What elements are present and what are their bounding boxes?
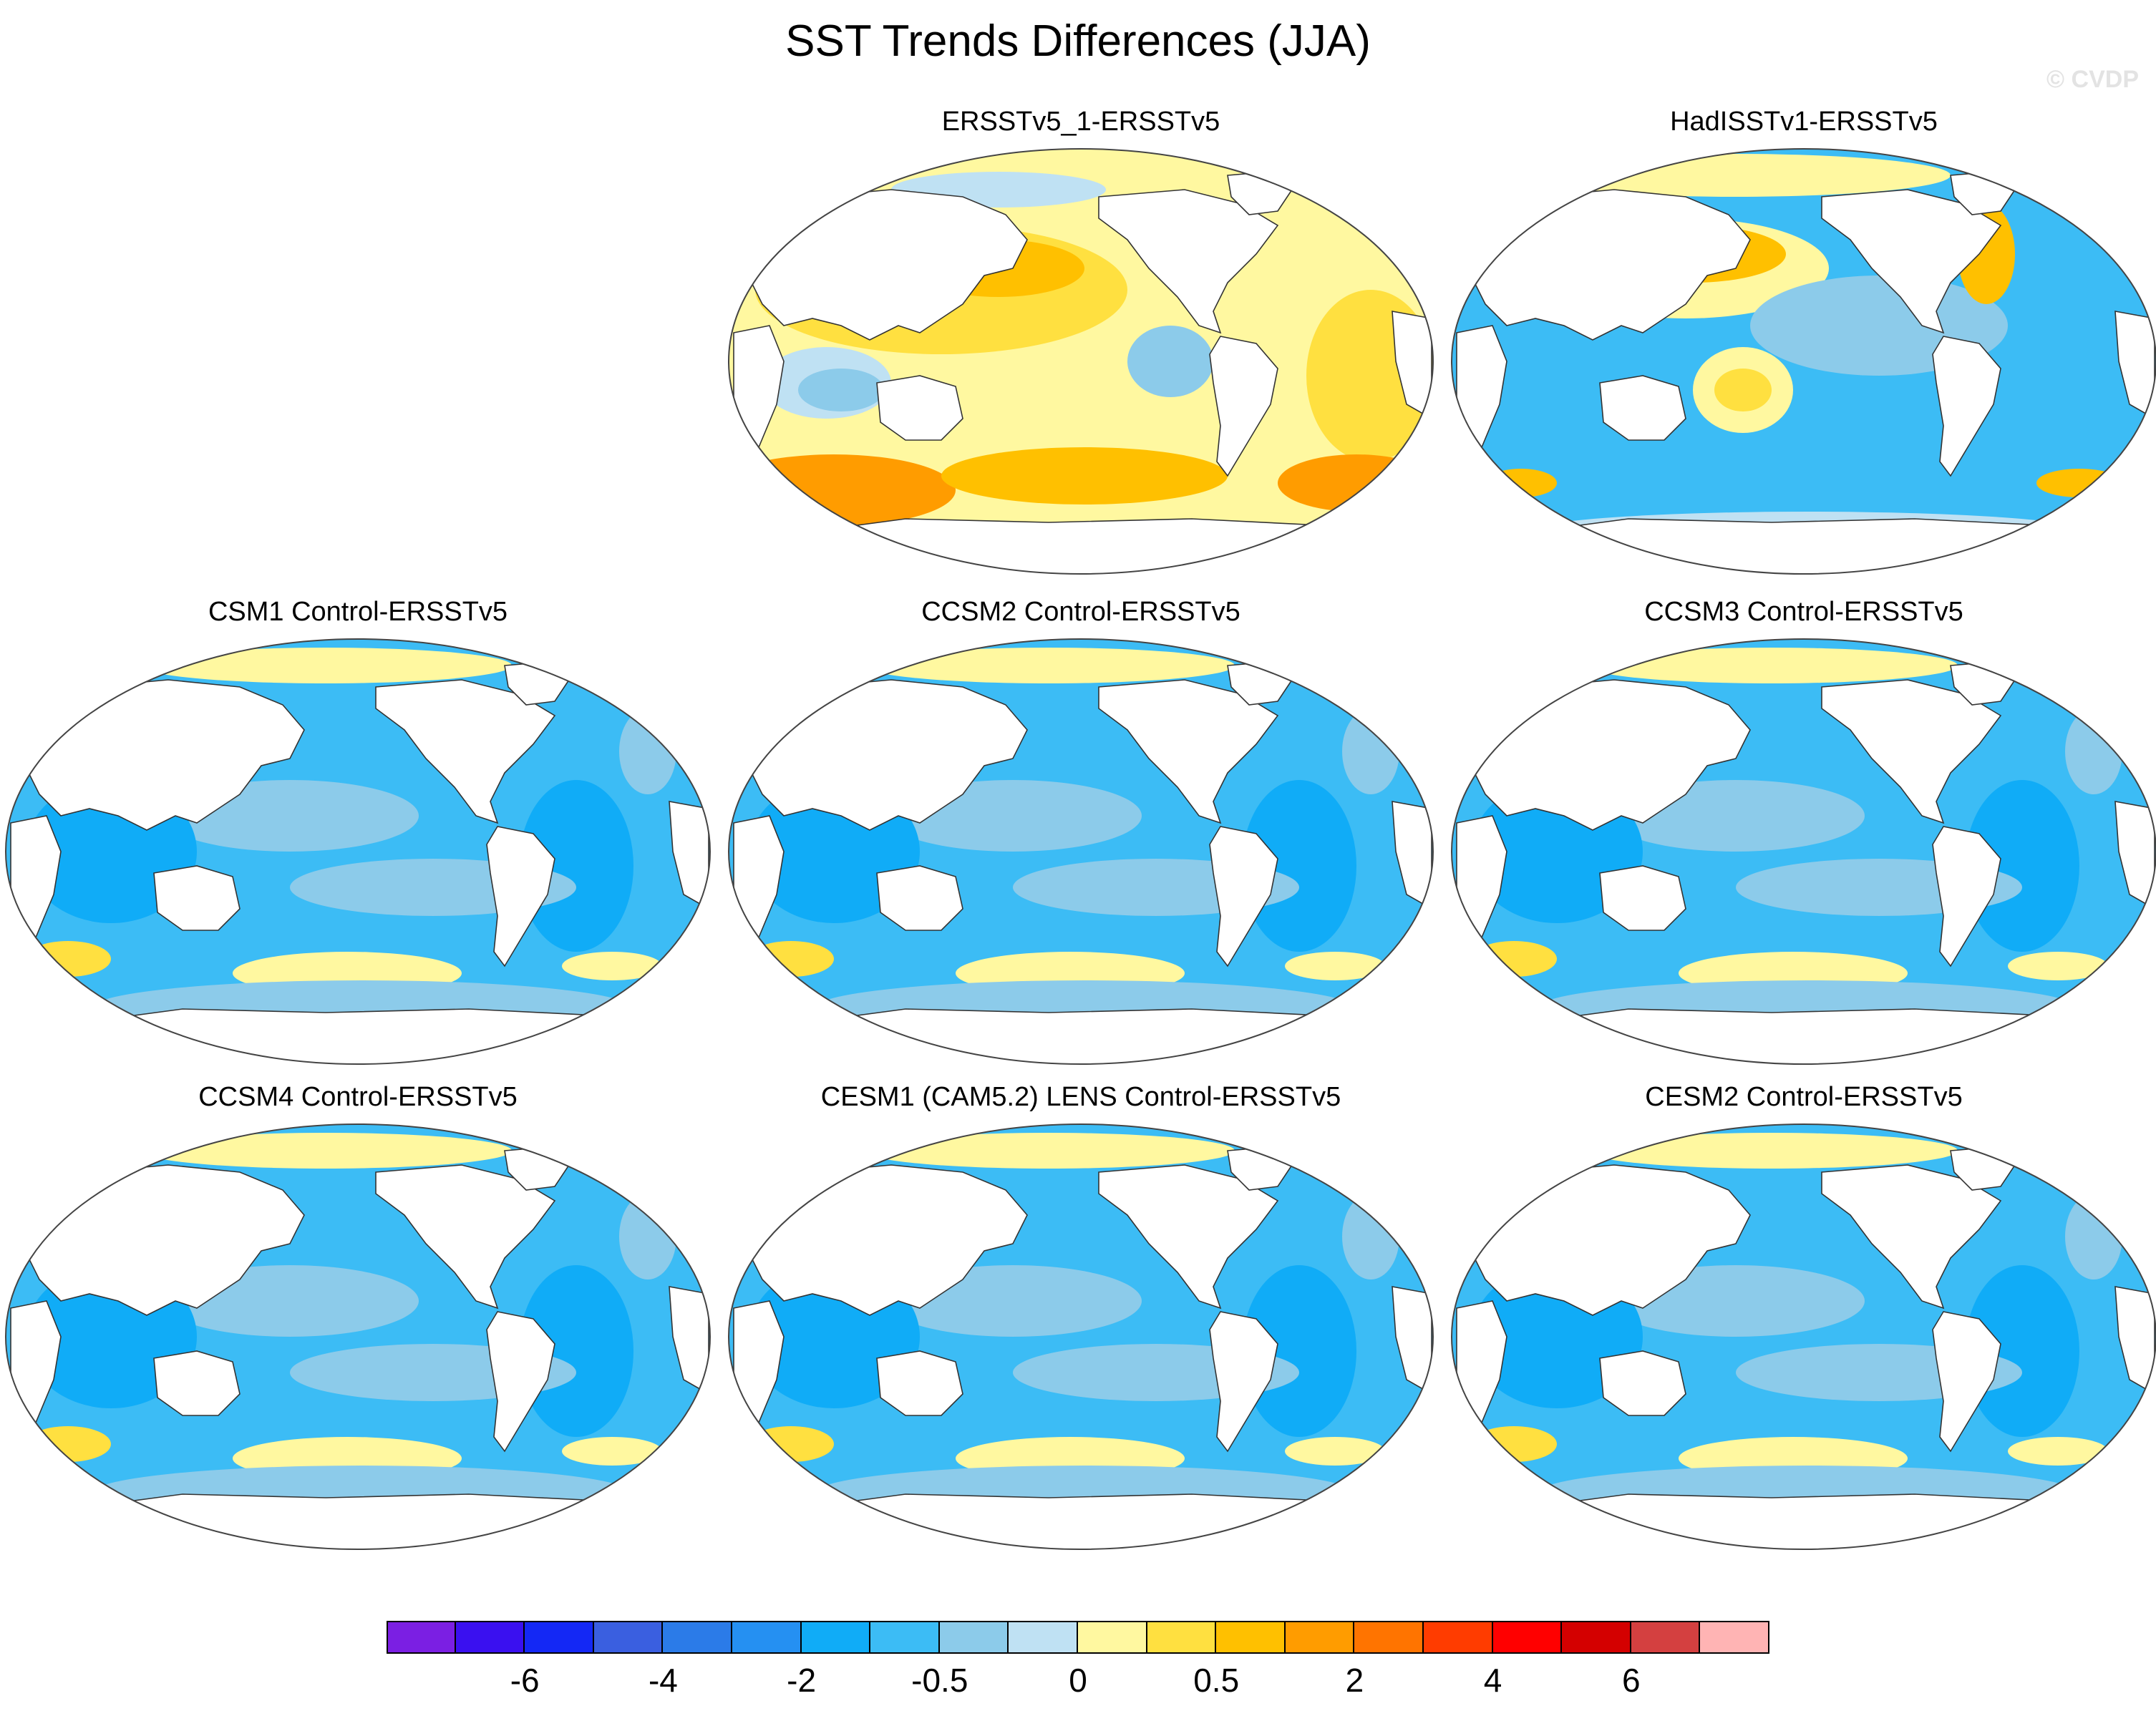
- world-map: [1451, 1123, 2156, 1550]
- land-australia: [876, 1350, 963, 1416]
- land-antarctica: [1520, 1493, 2081, 1549]
- colorbar-swatch: [1285, 1621, 1355, 1654]
- colorbar-tick-label: -0.5: [911, 1662, 968, 1699]
- colorbar-swatch: [1424, 1621, 1493, 1654]
- colorbar-tick-label: 4: [1483, 1662, 1502, 1699]
- land-australia: [1599, 375, 1686, 441]
- colorbar-swatch: [939, 1621, 1009, 1654]
- cvdp-watermark: © CVDP: [2046, 66, 2139, 93]
- panel-title: CESM2 Control-ERSSTv5: [1645, 1082, 1963, 1112]
- colorbar-tick-label: 6: [1622, 1662, 1641, 1699]
- colorbar-swatch: [663, 1621, 732, 1654]
- panel-title: ERSSTv5_1-ERSSTv5: [941, 107, 1220, 137]
- colorbar-swatch: [1492, 1621, 1563, 1654]
- colorbar-tick-label: -2: [787, 1662, 817, 1699]
- land-antarctica: [797, 1008, 1358, 1064]
- colorbar-swatch: [1009, 1621, 1078, 1654]
- colorbar-swatch: [1700, 1621, 1769, 1654]
- panel-title: HadISSTv1-ERSSTv5: [1670, 107, 1938, 137]
- land-eurasia: [1470, 679, 1751, 831]
- panel-title: CCSM2 Control-ERSSTv5: [921, 597, 1240, 627]
- land-antarctica: [74, 1008, 635, 1064]
- map-panel-csm1: CSM1 Control-ERSSTv5: [4, 594, 712, 1081]
- panel-title: CSM1 Control-ERSSTv5: [208, 597, 508, 627]
- land-eurasia: [747, 189, 1028, 341]
- colorbar-tick-label: 2: [1345, 1662, 1364, 1699]
- land-eurasia: [24, 679, 305, 831]
- colorbar-swatch: [870, 1621, 940, 1654]
- colorbar-swatch: [1562, 1621, 1631, 1654]
- world-map: [5, 1123, 711, 1550]
- land-samerica: [1209, 826, 1278, 967]
- land-antarctica: [797, 518, 1358, 574]
- land-eurasia: [747, 1164, 1028, 1316]
- colorbar-swatch: [1078, 1621, 1147, 1654]
- colorbar-tick-label: 0.5: [1193, 1662, 1240, 1699]
- colorbar-swatch: [593, 1621, 664, 1654]
- land-australia: [1599, 1350, 1686, 1416]
- land-australia: [876, 865, 963, 931]
- colorbar-swatch: [525, 1621, 594, 1654]
- colorbar-swatch: [455, 1621, 525, 1654]
- land-australia: [1599, 865, 1686, 931]
- map-panel-hadisst: HadISSTv1-ERSSTv5: [1450, 104, 2156, 590]
- panel-title: CCSM3 Control-ERSSTv5: [1644, 597, 1963, 627]
- land-samerica: [1209, 1311, 1278, 1453]
- world-map: [728, 638, 1434, 1065]
- panel-title: CESM1 (CAM5.2) LENS Control-ERSSTv5: [820, 1082, 1341, 1112]
- map-panel-cesm1: CESM1 (CAM5.2) LENS Control-ERSSTv5: [727, 1079, 1435, 1566]
- land-samerica: [486, 1311, 555, 1453]
- colorbar-swatch: [801, 1621, 871, 1654]
- world-map: [728, 1123, 1434, 1550]
- map-panel-ersstv5_1: ERSSTv5_1-ERSSTv5: [727, 104, 1435, 590]
- colorbar-tick-label: 0: [1069, 1662, 1087, 1699]
- land-australia: [153, 1350, 241, 1416]
- land-antarctica: [74, 1493, 635, 1549]
- colorbar-swatch: [1631, 1621, 1701, 1654]
- land-samerica: [1932, 336, 2001, 477]
- land-eurasia: [1470, 1164, 1751, 1316]
- colorbar-tick-label: -6: [510, 1662, 540, 1699]
- colorbar-swatch: [1147, 1621, 1217, 1654]
- land-antarctica: [797, 1493, 1358, 1549]
- colorbar-swatch: [387, 1621, 456, 1654]
- land-antarctica: [1520, 518, 2081, 574]
- land-samerica: [1932, 1311, 2001, 1453]
- colorbar-swatch: [732, 1621, 802, 1654]
- map-panel-cesm2: CESM2 Control-ERSSTv5: [1450, 1079, 2156, 1566]
- colorbar-swatch: [1216, 1621, 1286, 1654]
- figure-title: SST Trends Differences (JJA): [785, 16, 1371, 66]
- land-australia: [876, 375, 963, 441]
- land-samerica: [1209, 336, 1278, 477]
- land-australia: [153, 865, 241, 931]
- land-antarctica: [1520, 1008, 2081, 1064]
- map-panel-ccsm4: CCSM4 Control-ERSSTv5: [4, 1079, 712, 1566]
- world-map: [1451, 638, 2156, 1065]
- world-map: [728, 148, 1434, 575]
- colorbar: [387, 1621, 1769, 1655]
- land-eurasia: [1470, 189, 1751, 341]
- world-map: [1451, 148, 2156, 575]
- colorbar-swatch: [1354, 1621, 1424, 1654]
- map-panel-ccsm2: CCSM2 Control-ERSSTv5: [727, 594, 1435, 1081]
- land-samerica: [486, 826, 555, 967]
- colorbar-tick-label: -4: [648, 1662, 678, 1699]
- land-samerica: [1932, 826, 2001, 967]
- land-eurasia: [747, 679, 1028, 831]
- map-panel-ccsm3: CCSM3 Control-ERSSTv5: [1450, 594, 2156, 1081]
- world-map: [5, 638, 711, 1065]
- panel-title: CCSM4 Control-ERSSTv5: [198, 1082, 518, 1112]
- land-eurasia: [24, 1164, 305, 1316]
